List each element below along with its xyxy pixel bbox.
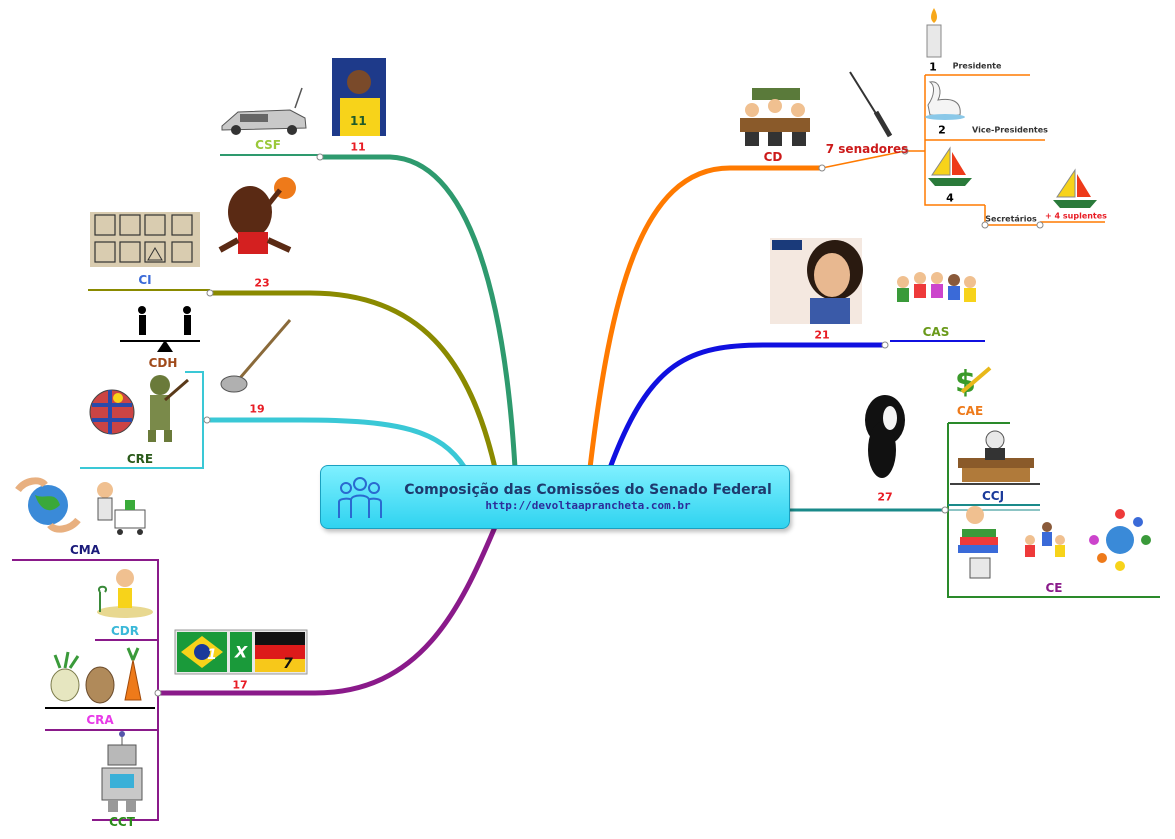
committee-cae-label[interactable]: CAE	[956, 404, 984, 418]
dollar-sign-icon: $	[955, 365, 992, 400]
board-meeting-icon	[740, 88, 810, 146]
flag-score-left: 1	[207, 647, 217, 663]
golf-club-icon	[220, 319, 292, 393]
basketball-player-icon	[218, 177, 296, 254]
cd-role-number: 1	[929, 60, 937, 74]
committee-ci-label[interactable]: CI	[138, 273, 152, 287]
committee-cas-count: 21	[814, 328, 830, 342]
committee-ce-label[interactable]: CE	[1045, 581, 1063, 595]
sailboat-icon	[1053, 168, 1097, 208]
committee-cdr-label[interactable]: CDR	[110, 624, 140, 638]
beach-tourist-icon	[97, 569, 153, 618]
flag-score-right: 7	[283, 656, 293, 672]
committee-ci-count: 23	[254, 276, 270, 290]
svg-text:$: $	[955, 365, 976, 400]
kids-playing-icon	[1025, 522, 1065, 557]
committee-csf-count: 11	[350, 140, 366, 154]
committee-cra-label[interactable]: CRA	[86, 713, 114, 727]
swan-icon	[925, 81, 965, 120]
soldier-icon	[148, 375, 189, 442]
brazil-germany-score-icon	[174, 629, 308, 675]
delorean-car-icon	[221, 87, 307, 135]
branch-cma	[160, 526, 498, 696]
cd-role-label: Secretários	[985, 214, 1037, 224]
committee-cdh-label[interactable]: CDH	[148, 356, 178, 370]
central-url[interactable]: http://devoltaaprancheta.com.br	[485, 499, 691, 512]
vegetables-icon	[50, 647, 142, 704]
justice-scale-icon	[138, 306, 191, 352]
committee-ccj-label[interactable]: CCJ	[981, 489, 1005, 503]
children-group-icon	[897, 272, 976, 302]
fishing-rod-icon	[849, 71, 893, 138]
committee-cma-count: 17	[232, 678, 248, 692]
candle-icon	[926, 8, 942, 58]
cd-extra-substitutes: + 4 suplentes	[1045, 211, 1107, 221]
committee-cma-label[interactable]: CMA	[69, 543, 101, 557]
sailboat-icon	[928, 146, 972, 186]
globe-hands-icon	[15, 477, 81, 533]
svg-text:11: 11	[350, 114, 367, 128]
judge-icon	[958, 430, 1034, 482]
branch-cd	[587, 165, 822, 469]
branch-cre	[210, 417, 468, 470]
committee-cd-label[interactable]: CD	[763, 150, 783, 164]
cd-role-number: 2	[938, 123, 946, 137]
branch-ci	[210, 290, 498, 469]
shopper-cart-icon	[97, 482, 146, 535]
committee-csf-label[interactable]: CSF	[255, 138, 281, 152]
committee-cas-label[interactable]: CAS	[922, 325, 950, 339]
committee-cct-label[interactable]: CCT	[109, 815, 135, 829]
branch-csf	[320, 154, 518, 469]
central-title: Composição das Comissões do Senado Feder…	[404, 482, 772, 498]
branch-cas	[607, 342, 885, 469]
flag-score-separator: X	[234, 642, 248, 662]
committee-cae-count: 27	[877, 490, 893, 504]
committee-cre-label[interactable]: CRE	[126, 452, 154, 466]
flags-globe-icon	[89, 389, 135, 435]
committee-cre-count: 19	[249, 402, 265, 416]
cd-role-label: Vice-Presidentes	[972, 125, 1048, 135]
people-group-icon	[338, 477, 382, 518]
woman-silhouette-icon	[865, 395, 905, 478]
committee-cd-senators: 7 senadores	[825, 142, 909, 156]
cd-role-number: 4	[946, 191, 954, 205]
footballer-photo-icon: 11	[332, 58, 386, 136]
phone-woman-photo-icon	[770, 238, 863, 324]
cd-role-label: Presidente	[952, 61, 1002, 71]
tools-grid-icon	[90, 212, 200, 267]
world-kids-icon	[1089, 509, 1151, 571]
central-topic[interactable]: Composição das Comissões do Senado Feder…	[320, 465, 790, 529]
robot-icon	[101, 731, 143, 812]
education-books-icon	[958, 506, 998, 579]
